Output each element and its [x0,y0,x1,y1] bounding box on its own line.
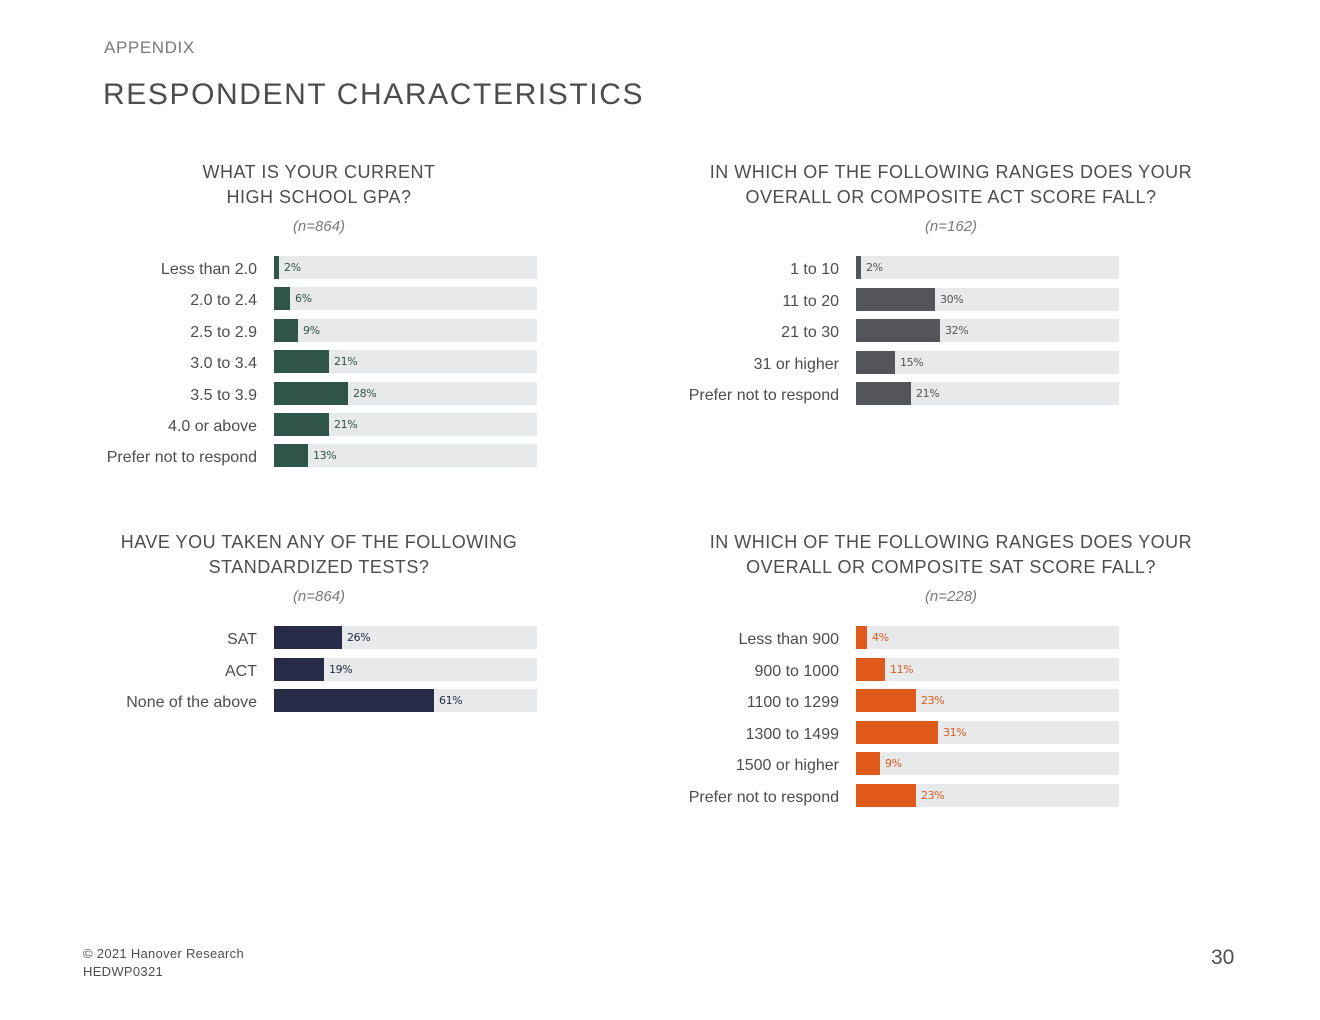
data-label: 13% [313,449,337,462]
bar [274,256,279,279]
chart-sample-size: (n=228) [924,588,978,605]
category-label: 900 to 1000 [754,663,839,680]
bar-track [274,319,537,342]
bar-track [856,689,1119,712]
bar-track [274,658,537,681]
bar [856,721,938,744]
category-label: ACT [225,663,257,680]
data-label: 6% [295,292,312,305]
data-label: 32% [945,324,969,337]
page-number: 30 [1211,946,1235,969]
bar-track [856,382,1119,405]
category-label: None of the above [126,694,257,711]
bar [856,256,861,279]
chart-title: IN WHICH OF THE FOLLOWING RANGES DOES YO… [709,532,1193,577]
bar-track [856,752,1119,775]
chart-title: HAVE YOU TAKEN ANY OF THE FOLLOWING STAN… [120,532,518,577]
bar [856,784,916,807]
category-label: Less than 2.0 [160,261,257,278]
bar [856,752,880,775]
category-label: 31 or higher [753,356,839,373]
bar-track [274,444,537,467]
bar [274,413,329,436]
data-label: 23% [921,694,945,707]
category-label: Prefer not to respond [688,789,839,806]
data-label: 9% [885,757,902,770]
bar [274,626,342,649]
data-label: 21% [334,418,358,431]
bar-track [274,256,537,279]
footer-copyright: © 2021 Hanover Research [83,946,245,961]
data-label: 15% [900,356,924,369]
category-label: 21 to 30 [781,324,839,341]
footer-code: HEDWP0321 [83,964,164,979]
data-label: 9% [303,324,320,337]
data-label: 2% [284,261,301,274]
data-label: 4% [872,631,889,644]
bar-track [274,287,537,310]
page-title: RESPONDENT CHARACTERISTICS [103,78,645,111]
bar [274,444,308,467]
data-label: 21% [334,355,358,368]
data-label: 30% [940,293,964,306]
category-label: Less than 900 [738,631,839,648]
chart-title: IN WHICH OF THE FOLLOWING RANGES DOES YO… [709,162,1193,207]
bar-track [274,413,537,436]
bar-track [274,350,537,373]
bar [274,658,324,681]
data-label: 21% [916,387,940,400]
bar [274,350,329,373]
bar [856,288,935,311]
category-label: 3.5 to 3.9 [190,387,257,404]
chart-sample-size: (n=162) [924,218,978,235]
category-label: 3.0 to 3.4 [190,355,257,372]
category-label: SAT [227,631,257,648]
category-label: 4.0 or above [168,418,257,435]
category-label: Prefer not to respond [106,449,257,466]
bar [856,626,867,649]
bar [856,319,940,342]
bar [274,287,290,310]
category-label: 1500 or higher [735,757,839,774]
category-label: 1100 to 1299 [746,694,839,711]
bar [274,689,434,712]
data-label: 19% [329,663,353,676]
bar-track [856,626,1119,649]
data-label: 23% [921,789,945,802]
data-label: 31% [943,726,967,739]
category-label: 11 to 20 [782,293,839,310]
data-label: 26% [347,631,371,644]
bar [856,351,895,374]
bar [274,382,348,405]
chart-sample-size: (n=864) [292,218,346,235]
category-label: 2.5 to 2.9 [190,324,257,341]
category-label: 1300 to 1499 [745,726,839,743]
category-label: 2.0 to 2.4 [190,292,257,309]
data-label: 11% [890,663,914,676]
bar-track [856,658,1119,681]
bar-track [856,256,1119,279]
data-label: 28% [353,387,377,400]
bar [856,658,885,681]
category-label: Prefer not to respond [688,387,839,404]
bar [856,382,911,405]
bar [856,689,916,712]
data-label: 2% [866,261,883,274]
bar-track [856,784,1119,807]
bar-track [856,351,1119,374]
chart-title: WHAT IS YOUR CURRENT HIGH SCHOOL GPA? [202,162,436,207]
bar [274,319,298,342]
chart-sample-size: (n=864) [292,588,346,605]
section-label: APPENDIX [104,38,195,57]
category-label: 1 to 10 [790,261,839,278]
data-label: 61% [439,694,463,707]
